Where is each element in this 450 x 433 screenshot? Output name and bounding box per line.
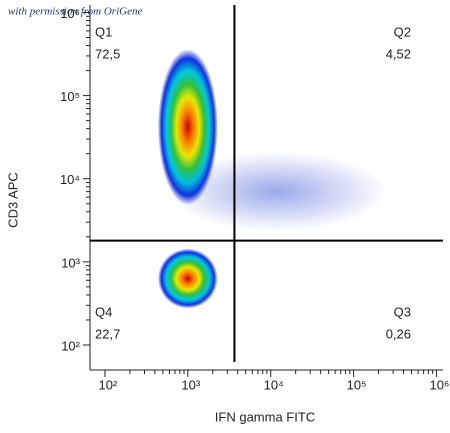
- quadrant-value: 72,5: [95, 46, 120, 61]
- x-axis-label: IFN gamma FITC: [215, 409, 315, 424]
- watermark: with permission from OriGene: [8, 6, 142, 18]
- quadrant-name: Q3: [394, 304, 411, 319]
- quadrant-name: Q2: [394, 24, 411, 39]
- y-tick-label: 10⁵: [60, 89, 80, 104]
- y-tick-label: 10²: [61, 338, 80, 353]
- y-tick-label: 10³: [61, 255, 80, 270]
- y-tick-label: 10⁴: [60, 172, 80, 187]
- x-tick-label: 10⁴: [264, 377, 284, 392]
- x-tick-label: 10⁶: [430, 377, 450, 392]
- population: [157, 248, 218, 309]
- quadrant-value: 4,52: [386, 46, 411, 61]
- x-tick-label: 10³: [181, 377, 200, 392]
- y-axis-label: CD3 APC: [5, 172, 20, 228]
- quadrant-name: Q4: [95, 304, 112, 319]
- population: [167, 151, 388, 232]
- y-tick-label: 10⁶: [60, 6, 80, 21]
- quadrant-value: 0,26: [386, 326, 411, 341]
- quadrant-name: Q1: [95, 24, 112, 39]
- x-tick-label: 10⁵: [347, 377, 367, 392]
- quadrant-value: 22,7: [95, 326, 120, 341]
- x-tick-label: 10²: [99, 377, 118, 392]
